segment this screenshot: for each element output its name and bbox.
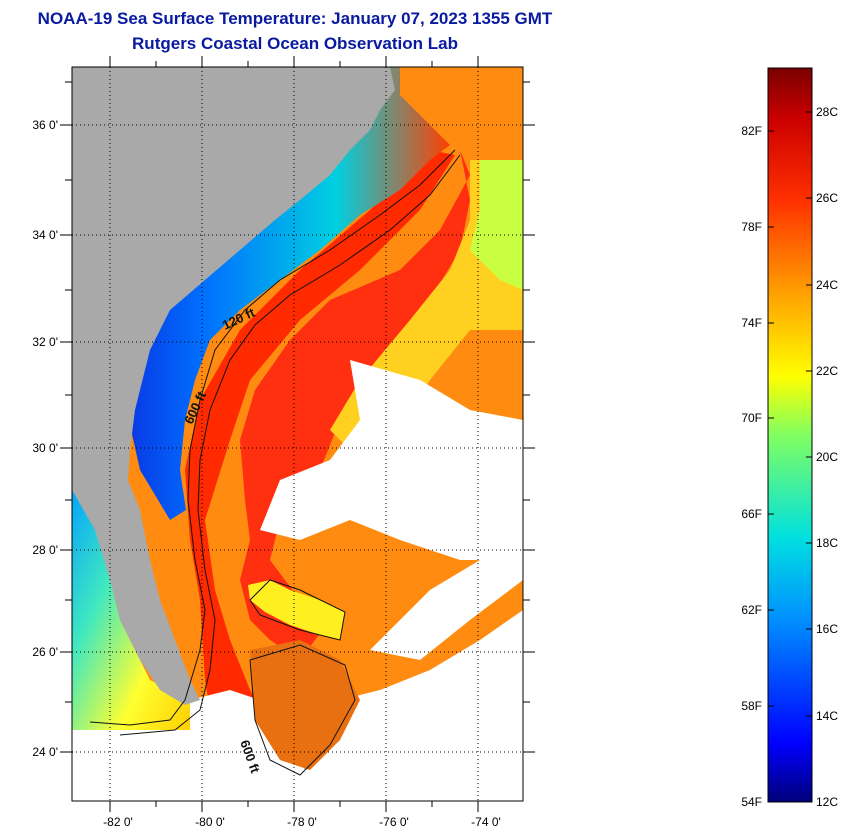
map-border (71, 66, 524, 802)
cloud-mask-southeast (370, 540, 523, 660)
colorbar-c-24: 24C (816, 278, 838, 292)
contour-600ft (119, 154, 461, 736)
lat-label-34: 34 0' (32, 228, 58, 242)
contour-bahamas-central (249, 644, 356, 776)
contour-120ft (89, 149, 456, 726)
colorbar-f-78: 78F (741, 220, 762, 234)
colorbar-c-18: 18C (816, 536, 838, 550)
colorbar-c-12: 12C (816, 795, 838, 809)
colorbar-c-14: 14C (816, 709, 838, 723)
gulf-stream-core (240, 150, 470, 660)
depth-contours (89, 149, 461, 776)
lat-label-36: 36 0' (32, 118, 58, 132)
colorbar-f-62: 62F (741, 603, 762, 617)
gulf-stream-west-edge (185, 150, 455, 801)
lat-label-30: 30 0' (32, 441, 58, 455)
cloud-mask-south (72, 610, 523, 801)
map-title-line1: NOAA-19 Sea Surface Temperature: January… (37, 9, 553, 28)
cloud-mask-east (260, 360, 523, 560)
bahamas-bank-north (248, 580, 345, 640)
lon-label-80: -80 0' (195, 815, 225, 829)
lon-ticks (109, 56, 479, 812)
map-title-line2: Rutgers Coastal Ocean Observation Lab (132, 34, 458, 53)
colorbar-f-74: 74F (741, 316, 762, 330)
colorbar-c-20: 20C (816, 450, 838, 464)
lon-label-74: -74 0' (471, 815, 501, 829)
lat-label-28: 28 0' (32, 543, 58, 557)
colorbar-c-28: 28C (816, 105, 838, 119)
land-mainland (72, 67, 395, 705)
lat-label-26: 26 0' (32, 645, 58, 659)
colorbar-f-66: 66F (741, 507, 762, 521)
colorbar-c-22: 22C (816, 364, 838, 378)
contour-bahamas-north (249, 579, 346, 641)
lon-label-82: -82 0' (103, 815, 133, 829)
shelf-water (72, 67, 450, 520)
lat-ticks (60, 81, 535, 753)
colorbar-f-54: 54F (741, 795, 762, 809)
colorbar-gradient (767, 67, 813, 803)
colorbar-f-58: 58F (741, 699, 762, 713)
lat-label-32: 32 0' (32, 335, 58, 349)
colorbar-c-26: 26C (816, 191, 838, 205)
lat-label-24: 24 0' (32, 745, 58, 759)
colorbar-c-16: 16C (816, 622, 838, 636)
bahamas-bank-central (250, 640, 360, 770)
colorbar: 82F 78F 74F 70F 66F 62F 58F 54F 28C 26C … (741, 67, 838, 809)
lon-label-76: -76 0' (379, 815, 409, 829)
lon-label-78: -78 0' (287, 815, 317, 829)
sst-map (72, 67, 523, 801)
colorbar-f-82: 82F (741, 124, 762, 138)
colorbar-f-70: 70F (741, 411, 762, 425)
offshore-green-water (470, 160, 523, 290)
